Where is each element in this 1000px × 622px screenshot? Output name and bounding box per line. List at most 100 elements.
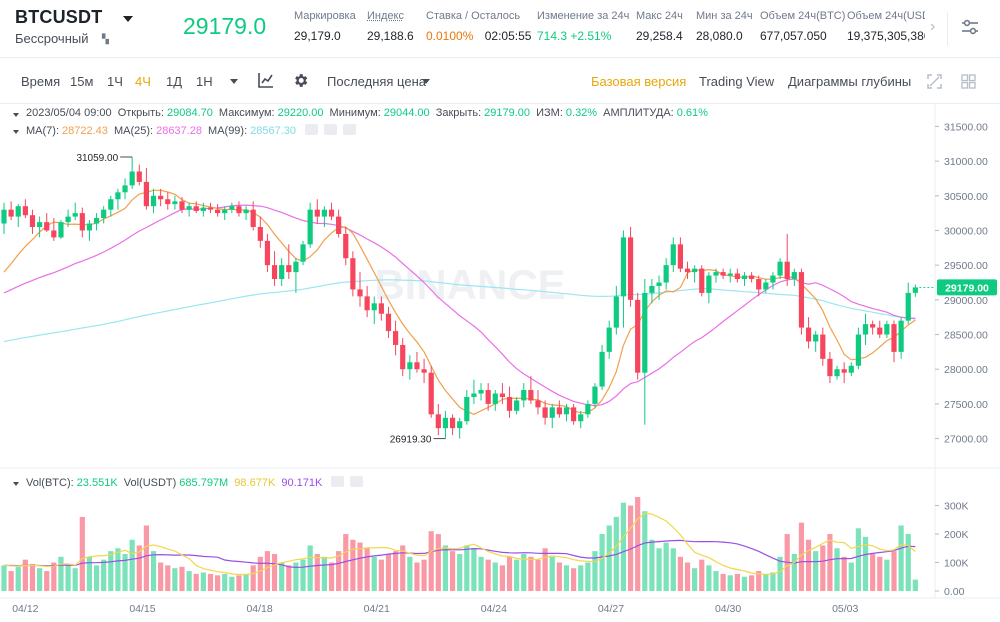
volume-bar	[706, 565, 712, 591]
volume-bar	[692, 568, 698, 591]
legend-change: 0.32%	[565, 107, 598, 119]
volume-bar	[293, 562, 299, 591]
volume-bar	[343, 534, 349, 591]
price-chart[interactable]: BINANCE 31500.00 31000.00 30500.00 30000.00 2…	[0, 104, 1000, 622]
chart-canvas[interactable]: BINANCE 31500.00 31000.00 30500.00 30000.00 2…	[0, 104, 1000, 622]
fullscreen-icon[interactable]	[927, 74, 942, 89]
candle-body	[649, 285, 655, 293]
volume-bar	[870, 553, 876, 591]
candle-body	[193, 206, 199, 212]
volume-bar	[350, 539, 356, 591]
interval-4h[interactable]: 4Ч	[135, 74, 151, 89]
settings-gear-icon[interactable]	[292, 72, 309, 89]
price-tick-label: 28000.00	[944, 364, 988, 376]
volume-tick-label: 0.00	[944, 586, 965, 598]
vol-close-icon[interactable]	[350, 476, 364, 487]
candle-body	[385, 313, 392, 332]
scroll-right-chevron-icon[interactable]: ›	[930, 18, 936, 35]
ma-visibility-icon[interactable]	[305, 124, 319, 135]
price-type-caret-icon[interactable]	[422, 79, 430, 84]
volume-bar	[8, 571, 14, 591]
volume-bar	[827, 534, 833, 591]
view-depth-chart[interactable]: Диаграммы глубины	[788, 74, 912, 89]
chart-toolbar: Время 15м 1Ч 4Ч 1Д 1Н Последняя цена Баз…	[0, 58, 1000, 104]
candle-body	[115, 192, 121, 200]
candle-body	[307, 209, 313, 245]
indicators-icon[interactable]	[258, 72, 274, 88]
interval-15m[interactable]: 15м	[70, 74, 94, 89]
price-type-select[interactable]: Последняя цена	[327, 74, 426, 89]
candle-body	[741, 275, 748, 280]
volume-bar	[172, 568, 178, 591]
ma-settings-icon[interactable]	[324, 124, 338, 135]
volume-bar	[464, 545, 470, 591]
ohlc-legend-toggle-icon[interactable]	[13, 113, 19, 117]
volume-bar	[421, 559, 427, 591]
time-button[interactable]: Время	[21, 74, 61, 89]
volume-bar	[535, 559, 541, 591]
candle-body	[371, 303, 377, 311]
header-divider	[947, 12, 948, 46]
grid-layout-icon[interactable]	[961, 74, 976, 89]
volume-bar	[727, 575, 733, 591]
interval-1d[interactable]: 1Д	[166, 74, 183, 89]
volume-bar	[442, 545, 449, 591]
volume-tick-label: 100K	[944, 558, 969, 570]
candle-body	[44, 222, 50, 231]
candle-body	[841, 369, 847, 373]
ma-legend-toggle-icon[interactable]	[13, 130, 19, 134]
volume-bar	[791, 553, 797, 591]
volume-bar	[635, 497, 641, 591]
ma99-value: 28567.30	[250, 125, 297, 137]
candle-body	[578, 414, 584, 422]
view-tradingview[interactable]: Trading View	[699, 74, 775, 89]
candle-body	[884, 324, 890, 335]
volume-bar	[912, 579, 918, 591]
date-tick-label: 04/15	[129, 603, 155, 615]
candle-body	[65, 216, 71, 223]
volume-bar	[763, 573, 769, 591]
volume-bar	[585, 562, 591, 591]
symbol-dropdown-caret-icon[interactable]	[123, 16, 133, 22]
candle-body	[414, 362, 420, 370]
contract-info-icon[interactable]: ▚	[102, 34, 109, 44]
volume-bar	[150, 551, 157, 591]
interval-1w[interactable]: 1Н	[196, 74, 213, 89]
stat-value: 28,080.0	[696, 29, 743, 43]
volume-bar	[485, 559, 491, 591]
volume-bar	[741, 576, 748, 591]
date-tick-label: 05/03	[832, 603, 858, 615]
volume-bar	[805, 539, 812, 591]
candle-body	[777, 261, 783, 276]
more-intervals-caret-icon[interactable]	[230, 79, 238, 84]
preferences-sliders-icon[interactable]	[960, 17, 980, 37]
stat-label[interactable]: Индекс	[367, 10, 404, 22]
volume-tick-label: 300K	[944, 501, 969, 513]
candle-body	[250, 209, 256, 227]
last-price: 29179.0	[183, 13, 267, 39]
vol-settings-icon[interactable]	[331, 476, 345, 487]
candle-body	[791, 272, 797, 280]
legend-amp: 0.61%	[676, 107, 708, 119]
ma-close-icon[interactable]	[343, 124, 357, 135]
volume-bar	[592, 551, 598, 591]
price-tick-label: 31500.00	[944, 121, 988, 133]
vol-btc-label: Vol(BTC):	[26, 477, 74, 489]
stat-index-price[interactable]: Индекс 29,188.6	[367, 10, 414, 43]
volume-bar	[215, 575, 221, 591]
volume-bar	[44, 571, 50, 591]
candle-body	[485, 390, 491, 404]
candle-body	[200, 207, 206, 212]
contract-type: Бессрочный	[15, 31, 89, 46]
interval-1h[interactable]: 1Ч	[107, 74, 123, 89]
vol-legend-toggle-icon[interactable]	[13, 482, 19, 486]
volume-bar	[571, 568, 577, 591]
candle-body	[585, 403, 591, 415]
candle-body	[279, 265, 285, 280]
volume-bar	[820, 545, 826, 591]
candle-body	[571, 407, 577, 422]
view-basic[interactable]: Базовая версия	[591, 74, 687, 89]
stat-label: Объем 24ч(USDT)	[847, 10, 925, 22]
symbol-name[interactable]: BTCUSDT	[15, 7, 103, 27]
volume-bar	[300, 559, 306, 591]
